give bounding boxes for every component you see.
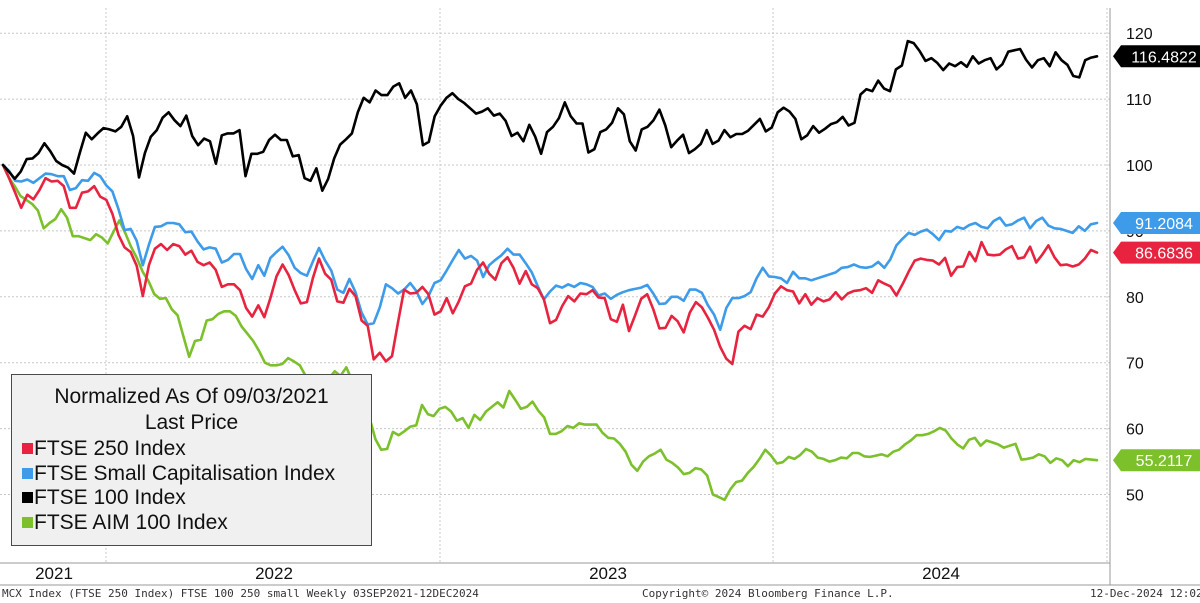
y-tick-label: 120 — [1126, 26, 1153, 43]
last-value-label-ftsesmall: 91.2084 — [1135, 216, 1193, 233]
last-value-label-ftse100: 116.4822 — [1131, 49, 1197, 66]
y-tick-label: 60 — [1126, 422, 1144, 439]
y-tick-label: 100 — [1126, 158, 1153, 175]
last-value-label-ftse250: 86.6836 — [1135, 246, 1193, 263]
x-tick-label: 2024 — [922, 564, 960, 583]
legend-subtitle: Last Price — [144, 411, 239, 434]
axes: 12011010090807060502021202220232024 — [0, 8, 1200, 586]
legend-swatch-ftse100 — [22, 492, 33, 503]
legend-item-ftsesmall: FTSE Small Capitalisation Index — [22, 462, 335, 486]
x-tick-label: 2021 — [35, 564, 73, 583]
footer-source: MCX Index (FTSE 250 Index) FTSE 100 250 … — [2, 587, 479, 600]
legend-item-ftseaim: FTSE AIM 100 Index — [22, 511, 228, 535]
legend-label-ftseaim: FTSE AIM 100 Index — [34, 511, 228, 534]
y-tick-label: 80 — [1126, 290, 1144, 307]
last-value-badge-ftse100 — [1113, 45, 1200, 68]
last-value-badge-ftseaim — [1113, 449, 1200, 472]
legend-label-ftse250: FTSE 250 Index — [34, 437, 186, 460]
series-line-ftseaim — [1, 163, 1099, 502]
legend-swatch-ftseaim — [22, 517, 33, 528]
last-value-label-ftseaim: 55.2117 — [1136, 453, 1193, 470]
x-tick-label: 2023 — [589, 564, 627, 583]
y-tick-label: 110 — [1126, 92, 1152, 109]
footer-copyright: Copyright© 2024 Bloomberg Finance L.P. — [642, 587, 894, 600]
footer-timestamp: 12-Dec-2024 12:02:39 — [1090, 587, 1200, 600]
series-line-ftsesmall — [1, 163, 1099, 332]
series-line-ftse100 — [1, 39, 1099, 192]
legend-title: Normalized As Of 09/03/2021 — [54, 385, 329, 408]
y-tick-label: 50 — [1126, 488, 1144, 505]
legend-label-ftsesmall: FTSE Small Capitalisation Index — [34, 462, 336, 485]
x-tick-label: 2022 — [255, 564, 293, 583]
legend-swatch-ftsesmall — [22, 468, 33, 479]
last-value-badge-ftsesmall — [1113, 211, 1200, 234]
series-lines — [1, 39, 1099, 502]
last-value-labels: 86.6836 91.2084 116.4822 55.2117 — [1113, 45, 1200, 472]
legend-item-ftse250: FTSE 250 Index — [22, 437, 186, 461]
legend-label-ftse100: FTSE 100 Index — [34, 486, 186, 509]
last-value-badge-ftse250 — [1113, 241, 1200, 264]
legend-item-ftse100: FTSE 100 Index — [22, 486, 186, 510]
legend: Normalized As Of 09/03/2021 Last Price F… — [11, 374, 372, 546]
legend-swatch-ftse250 — [22, 443, 33, 454]
series-line-ftse250 — [1, 163, 1099, 366]
y-tick-label: 70 — [1126, 356, 1144, 373]
